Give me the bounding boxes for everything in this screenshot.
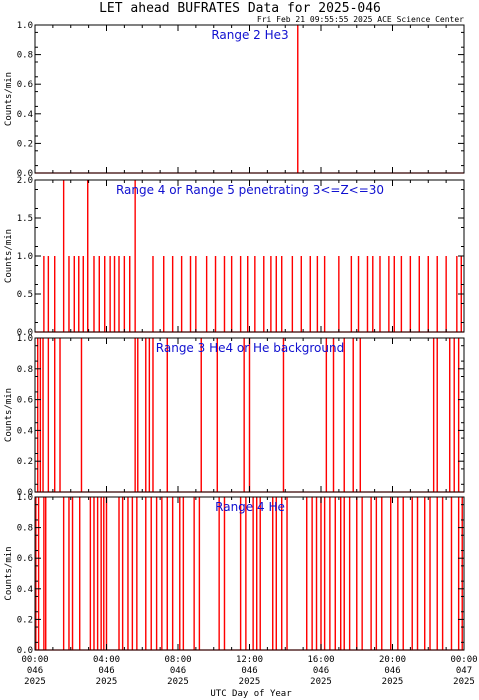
y-axis-label: Counts/min <box>4 546 14 600</box>
x-tick-label-line: 2025 <box>453 677 475 687</box>
panel-label: Range 4 He <box>215 500 285 514</box>
y-tick-label: 0.5 <box>17 290 33 300</box>
y-tick-label: 1.5 <box>17 214 33 224</box>
panel-label: Range 2 He3 <box>211 28 288 42</box>
y-tick-label: 0.0 <box>17 169 33 179</box>
y-tick-label: 0.2 <box>17 457 33 467</box>
y-tick-label: 0.4 <box>17 110 33 120</box>
panel-label: Range 4 or Range 5 penetrating 3<=Z<=30 <box>116 183 384 197</box>
y-tick-label: 0.4 <box>17 585 33 595</box>
x-tick-label-line: 20:00 <box>379 655 406 665</box>
y-tick-label: 0.2 <box>17 615 33 625</box>
timestamp-label: Fri Feb 21 09:55:55 2025 ACE Science Cen… <box>257 15 464 24</box>
y-tick-label: 1.0 <box>17 334 33 344</box>
chart-title: LET ahead BUFRATES Data for 2025-046 <box>99 1 381 16</box>
y-tick-label: 0.8 <box>17 365 33 375</box>
x-tick-label-line: 2025 <box>167 677 189 687</box>
y-tick-label: 0.8 <box>17 51 33 61</box>
x-tick-label-line: 08:00 <box>164 655 191 665</box>
series-line <box>35 25 464 174</box>
y-axis-label: Counts/min <box>4 388 14 442</box>
y-tick-label: 0.0 <box>17 328 33 338</box>
x-tick-label-line: 2025 <box>310 677 332 687</box>
x-tick-label-line: 2025 <box>239 677 261 687</box>
panel-frame <box>34 24 465 174</box>
x-tick-label-line: 046 <box>384 666 400 676</box>
y-tick-label: 0.2 <box>17 139 33 149</box>
y-tick-label: 2.0 <box>17 176 33 186</box>
x-tick-label-line: 046 <box>170 666 186 676</box>
x-tick-label-line: 2025 <box>24 677 46 687</box>
panel-4: 0.0 0.2 0.4 0.6 0.8 1.0 Counts/min Range 4 He <box>4 493 465 656</box>
x-tick-label-line: 00:00 <box>21 655 48 665</box>
y-tick-label: 0.6 <box>17 554 33 564</box>
panel-2: 0.0 0.5 1.0 1.5 2.0 Counts/min Range 4 or Rang… <box>4 176 465 338</box>
x-tick-label-line: 046 <box>313 666 329 676</box>
x-tick-label-line: 046 <box>98 666 114 676</box>
panel-frame <box>34 496 465 651</box>
x-tick-label-line: 12:00 <box>236 655 263 665</box>
panel-3: 0.0 0.2 0.4 0.6 0.8 1.0 Counts/min Range 3 He4 … <box>4 334 465 498</box>
y-tick-label: 0.0 <box>17 488 33 498</box>
x-tick-label-line: 046 <box>241 666 257 676</box>
y-tick-label: 0.6 <box>17 396 33 406</box>
x-tick-label-line: 00:00 <box>450 655 477 665</box>
y-tick-label: 1.0 <box>17 21 33 31</box>
y-axis-label: Counts/min <box>4 72 14 126</box>
x-axis-label: UTC Day of Year <box>210 689 292 699</box>
panel-1: 0.0 0.2 0.4 0.6 0.8 1.0 Counts/min Range 2 He3 <box>4 21 465 179</box>
y-axis-label: Counts/min <box>4 229 14 283</box>
y-tick-label: 0.8 <box>17 524 33 534</box>
y-tick-label: 0.0 <box>17 646 33 656</box>
x-tick-label-line: 2025 <box>96 677 118 687</box>
y-tick-label: 1.0 <box>17 252 33 262</box>
x-tick-label-line: 046 <box>27 666 43 676</box>
x-tick-label-line: 04:00 <box>93 655 120 665</box>
series-line <box>35 497 464 651</box>
x-axis: 00:00046202504:00046202508:00046202512:0… <box>21 655 477 687</box>
x-tick-label-line: 16:00 <box>307 655 334 665</box>
y-tick-label: 1.0 <box>17 493 33 503</box>
y-tick-label: 0.4 <box>17 426 33 436</box>
y-tick-label: 0.6 <box>17 80 33 90</box>
x-tick-label-line: 2025 <box>382 677 404 687</box>
x-tick-label-line: 047 <box>456 666 472 676</box>
panel-label: Range 3 He4 or He background <box>156 341 344 355</box>
